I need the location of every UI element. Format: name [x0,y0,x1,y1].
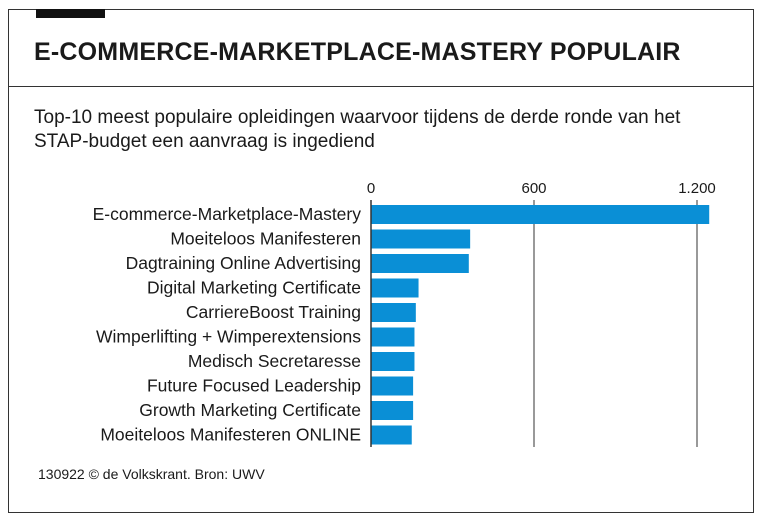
x-tick-label: 1.200 [678,180,716,197]
bar [371,425,412,445]
bar [371,205,710,224]
category-label: Medisch Secretaresse [188,351,361,371]
header-divider [8,86,754,87]
category-label: Moeiteloos Manifesteren ONLINE [100,425,361,445]
category-label: CarriereBoost Training [186,302,361,322]
category-label: Digital Marketing Certificate [147,278,361,298]
bar [371,278,419,298]
bar [371,327,415,347]
chart-frame [8,9,754,513]
bar [371,401,414,420]
source-note: 130922 © de Volkskrant. Bron: UWV [38,466,265,482]
x-tick-label: 600 [521,180,546,197]
bar [371,376,414,396]
category-label: Future Focused Leadership [147,376,361,396]
chart-subtitle: Top-10 meest populaire opleidingen waarv… [34,107,681,152]
category-label: Growth Marketing Certificate [139,400,361,420]
bar [371,352,415,371]
category-label: Dagtraining Online Advertising [126,253,361,273]
brand-bar [36,9,105,18]
category-label: E-commerce-Marketplace-Mastery [93,204,362,224]
bar [371,254,469,273]
bar [371,229,471,249]
bar [371,303,416,322]
x-tick-label: 0 [367,180,375,197]
category-label: Moeiteloos Manifesteren [170,229,361,249]
chart-title: E-COMMERCE-MARKETPLACE-MASTERY POPULAIR [34,38,681,66]
category-label: Wimperlifting + Wimperextensions [96,327,361,347]
